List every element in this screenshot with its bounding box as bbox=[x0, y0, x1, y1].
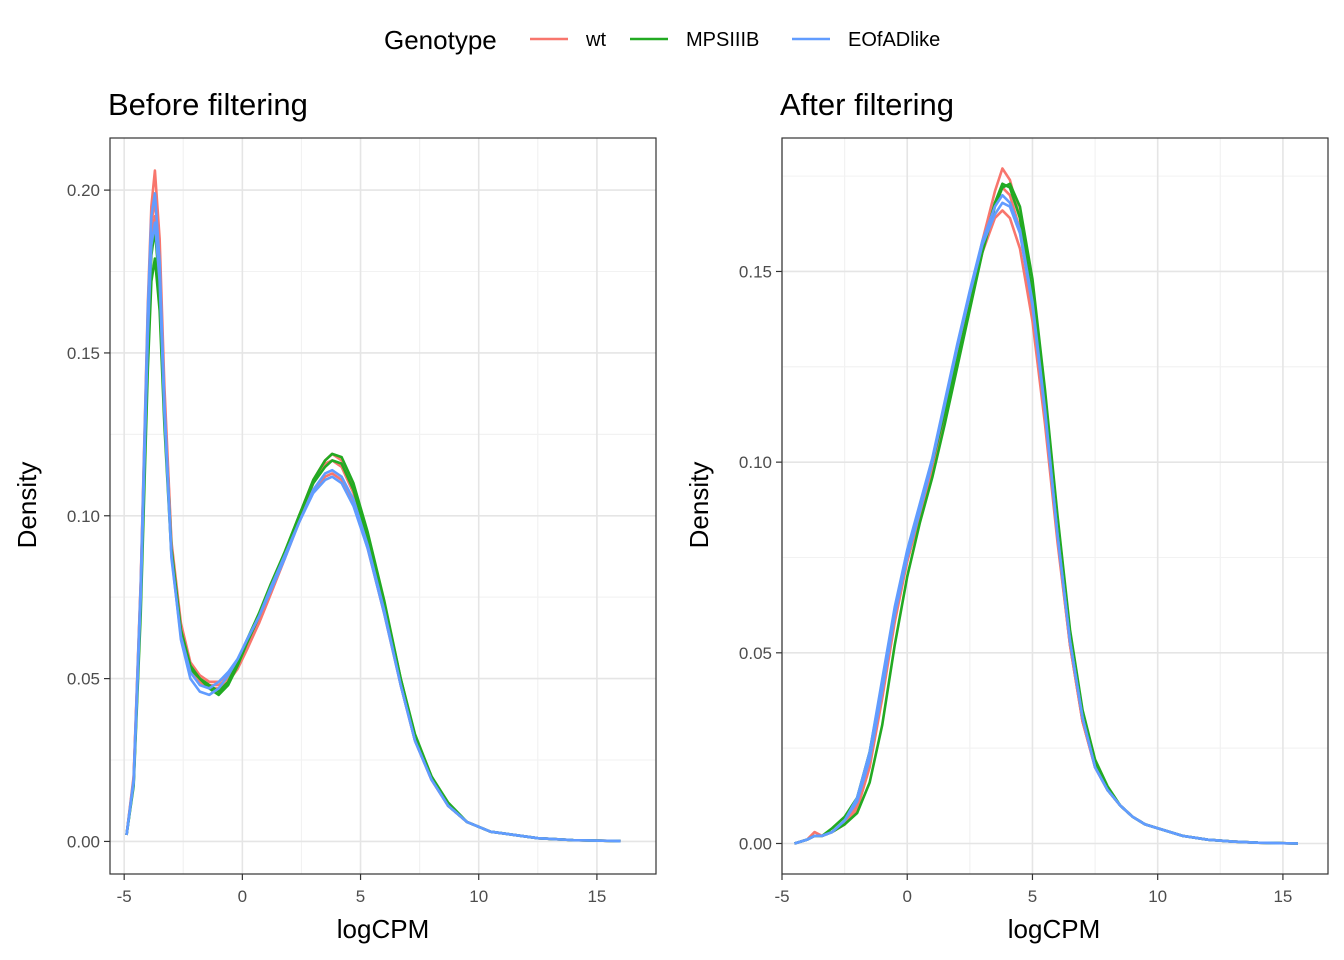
x-axis-title-after: logCPM bbox=[1008, 914, 1100, 944]
x-tick-label: 10 bbox=[469, 887, 488, 906]
panel-after-filtering: After filtering Density logCPM -5 0 5 10 15 0… bbox=[684, 87, 1329, 944]
series-line-eofadlike bbox=[794, 201, 1298, 845]
plot-background bbox=[110, 138, 656, 874]
y-tick-label: 0.10 bbox=[739, 453, 772, 472]
y-tick-label: 0.05 bbox=[67, 670, 100, 689]
x-tick-label: 0 bbox=[902, 887, 911, 906]
legend-label-eofadlike: EOfADlike bbox=[848, 29, 940, 51]
panel-border bbox=[109, 137, 657, 875]
x-tick-label: 5 bbox=[356, 887, 365, 906]
x-tick-label: 15 bbox=[587, 887, 606, 906]
y-tick-label: 0.00 bbox=[739, 834, 772, 853]
y-tick-label: 0.15 bbox=[67, 344, 100, 363]
y-tick-label: 0.00 bbox=[67, 832, 100, 851]
y-tick-label: 0.05 bbox=[739, 644, 772, 663]
x-axis-title-before: logCPM bbox=[337, 914, 429, 944]
x-tick-label: 0 bbox=[238, 887, 247, 906]
y-tick-label: 0.15 bbox=[739, 262, 772, 281]
x-tick-label: -5 bbox=[117, 887, 132, 906]
y-axis-title-after: Density bbox=[684, 462, 714, 549]
legend-label-wt: wt bbox=[585, 29, 606, 51]
series-line-eofadlike bbox=[125, 221, 621, 843]
legend: Genotype wt MPSIIIB EOfADlike bbox=[384, 25, 940, 55]
x-tick-label: 15 bbox=[1273, 887, 1292, 906]
y-axis-title-before: Density bbox=[12, 462, 42, 549]
panel-title-before: Before filtering bbox=[108, 87, 308, 122]
panel-title-after: After filtering bbox=[780, 87, 954, 122]
legend-title: Genotype bbox=[384, 25, 497, 55]
legend-label-mpsiiib: MPSIIIB bbox=[686, 29, 759, 51]
panel-before-filtering: Before filtering Density logCPM -5 0 5 10 15… bbox=[12, 87, 657, 944]
y-tick-label: 0.10 bbox=[67, 507, 100, 526]
x-tick-label: -5 bbox=[774, 887, 789, 906]
x-tick-label: 5 bbox=[1028, 887, 1037, 906]
y-tick-label: 0.20 bbox=[67, 181, 100, 200]
panel-border bbox=[781, 137, 1329, 875]
x-tick-label: 10 bbox=[1148, 887, 1167, 906]
